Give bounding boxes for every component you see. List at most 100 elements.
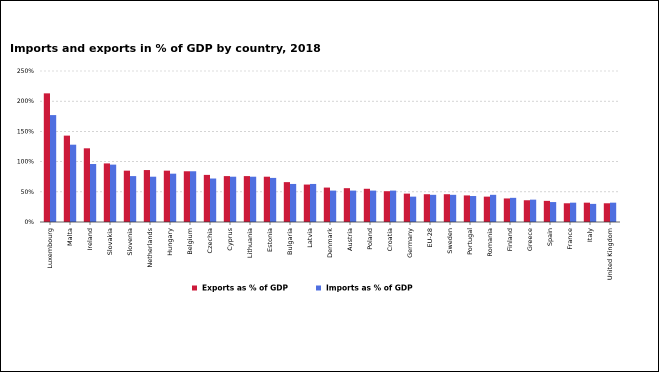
bar-exports	[363, 188, 370, 222]
bar-imports	[610, 202, 617, 222]
bar-imports	[530, 199, 537, 222]
x-tick-label: Luxembourg	[46, 228, 54, 269]
x-tick-label: Netherlands	[146, 227, 154, 267]
bar-imports	[390, 190, 397, 222]
y-axis: 0% 50% 100% 150% 200% 250%	[17, 68, 34, 226]
x-tick-label: United Kingdom	[606, 228, 614, 280]
bar-imports	[210, 178, 217, 222]
bar-exports	[43, 93, 50, 223]
bar-exports	[323, 187, 330, 222]
bar-imports	[90, 164, 97, 222]
y-tick-label: 250%	[17, 68, 34, 75]
legend-label-imports: Imports as % of GDP	[326, 284, 413, 293]
bar-exports	[463, 195, 470, 222]
bar-imports	[130, 176, 137, 222]
bar-exports	[383, 191, 390, 222]
x-tick-label: Poland	[366, 228, 374, 250]
bar-exports	[63, 135, 70, 222]
bar-imports	[490, 194, 497, 222]
bar-exports	[163, 170, 170, 222]
bar-exports	[443, 194, 450, 222]
bar-imports	[350, 190, 357, 222]
x-tick-label: Slovenia	[126, 228, 134, 256]
bar-imports	[410, 196, 417, 222]
legend: Exports as % of GDP Imports as % of GDP	[192, 284, 413, 293]
bar-exports	[263, 176, 270, 222]
bar-exports	[243, 176, 250, 222]
bar-imports	[110, 164, 117, 222]
bar-exports	[543, 200, 550, 222]
bar-imports	[170, 173, 177, 222]
x-tick-label: Romania	[486, 228, 494, 256]
bar-exports	[423, 194, 430, 222]
bar-exports	[143, 170, 150, 222]
bar-imports	[550, 202, 557, 222]
bar-exports	[203, 174, 210, 222]
bar-exports	[563, 203, 570, 222]
x-tick-label: Italy	[586, 228, 594, 242]
y-tick-label: 0%	[24, 219, 34, 226]
legend-swatch-imports	[316, 285, 321, 291]
bar-exports	[483, 196, 490, 222]
x-tick-label: Spain	[546, 228, 554, 246]
bar-exports	[103, 163, 110, 222]
x-tick-label: Hungary	[166, 228, 174, 256]
bar-imports	[570, 202, 577, 222]
x-tick-label: Denmark	[326, 228, 334, 258]
x-tick-label: Germany	[406, 228, 414, 258]
bar-exports	[303, 184, 310, 222]
x-tick-label: Austria	[346, 228, 354, 251]
chart-title: Imports and exports in % of GDP by count…	[10, 42, 321, 55]
x-tick-label: Ireland	[86, 228, 94, 250]
x-tick-label: Malta	[66, 228, 74, 246]
bar-imports	[310, 183, 317, 222]
bar-exports	[523, 200, 530, 222]
x-axis: Luxembourg Malta Ireland Slovakia Slovenia Ne…	[40, 221, 620, 280]
bar-imports	[370, 190, 377, 222]
bar-exports	[603, 203, 610, 222]
y-tick-label: 100%	[17, 159, 34, 166]
bar-exports	[183, 171, 190, 222]
bar-imports	[330, 190, 337, 222]
y-tick-label: 200%	[17, 98, 34, 105]
bar-exports	[583, 202, 590, 222]
bar-exports	[283, 182, 290, 222]
x-tick-label: Lithuania	[246, 228, 254, 258]
bar-imports	[510, 197, 517, 222]
bar-imports	[230, 176, 237, 222]
x-tick-label: Croatia	[386, 228, 394, 251]
x-tick-label: France	[566, 228, 574, 250]
bar-imports	[190, 171, 197, 222]
bar-exports	[223, 176, 230, 222]
legend-swatch-exports	[192, 285, 197, 291]
bar-imports	[590, 203, 597, 222]
bar-exports	[83, 148, 90, 222]
bar-imports	[250, 176, 257, 222]
x-tick-label: Slovakia	[106, 228, 114, 255]
x-tick-label: Czechia	[206, 228, 214, 253]
y-tick-label: 150%	[17, 128, 34, 135]
bar-exports	[343, 188, 350, 222]
bar-imports	[470, 196, 477, 222]
bar-imports	[430, 194, 437, 222]
bar-exports	[503, 198, 510, 222]
x-tick-label: Latvia	[306, 228, 314, 248]
x-tick-label: EU-28	[426, 228, 434, 247]
bar-imports	[270, 177, 277, 222]
x-tick-label: Belgium	[186, 228, 194, 255]
x-tick-label: Portugal	[466, 228, 474, 255]
x-tick-label: Estonia	[266, 228, 274, 252]
y-tick-label: 50%	[21, 189, 35, 196]
bar-imports	[70, 144, 77, 222]
x-tick-label: Cyprus	[226, 227, 234, 250]
bar-imports	[290, 183, 297, 222]
bar-exports	[123, 170, 130, 222]
bar-imports	[450, 194, 457, 222]
x-tick-label: Greece	[526, 228, 534, 251]
x-tick-label: Finland	[506, 228, 514, 251]
x-tick-label: Sweden	[446, 228, 454, 254]
bar-exports	[403, 193, 410, 222]
bar-imports	[50, 115, 57, 222]
x-tick-label: Bulgaria	[286, 228, 294, 255]
